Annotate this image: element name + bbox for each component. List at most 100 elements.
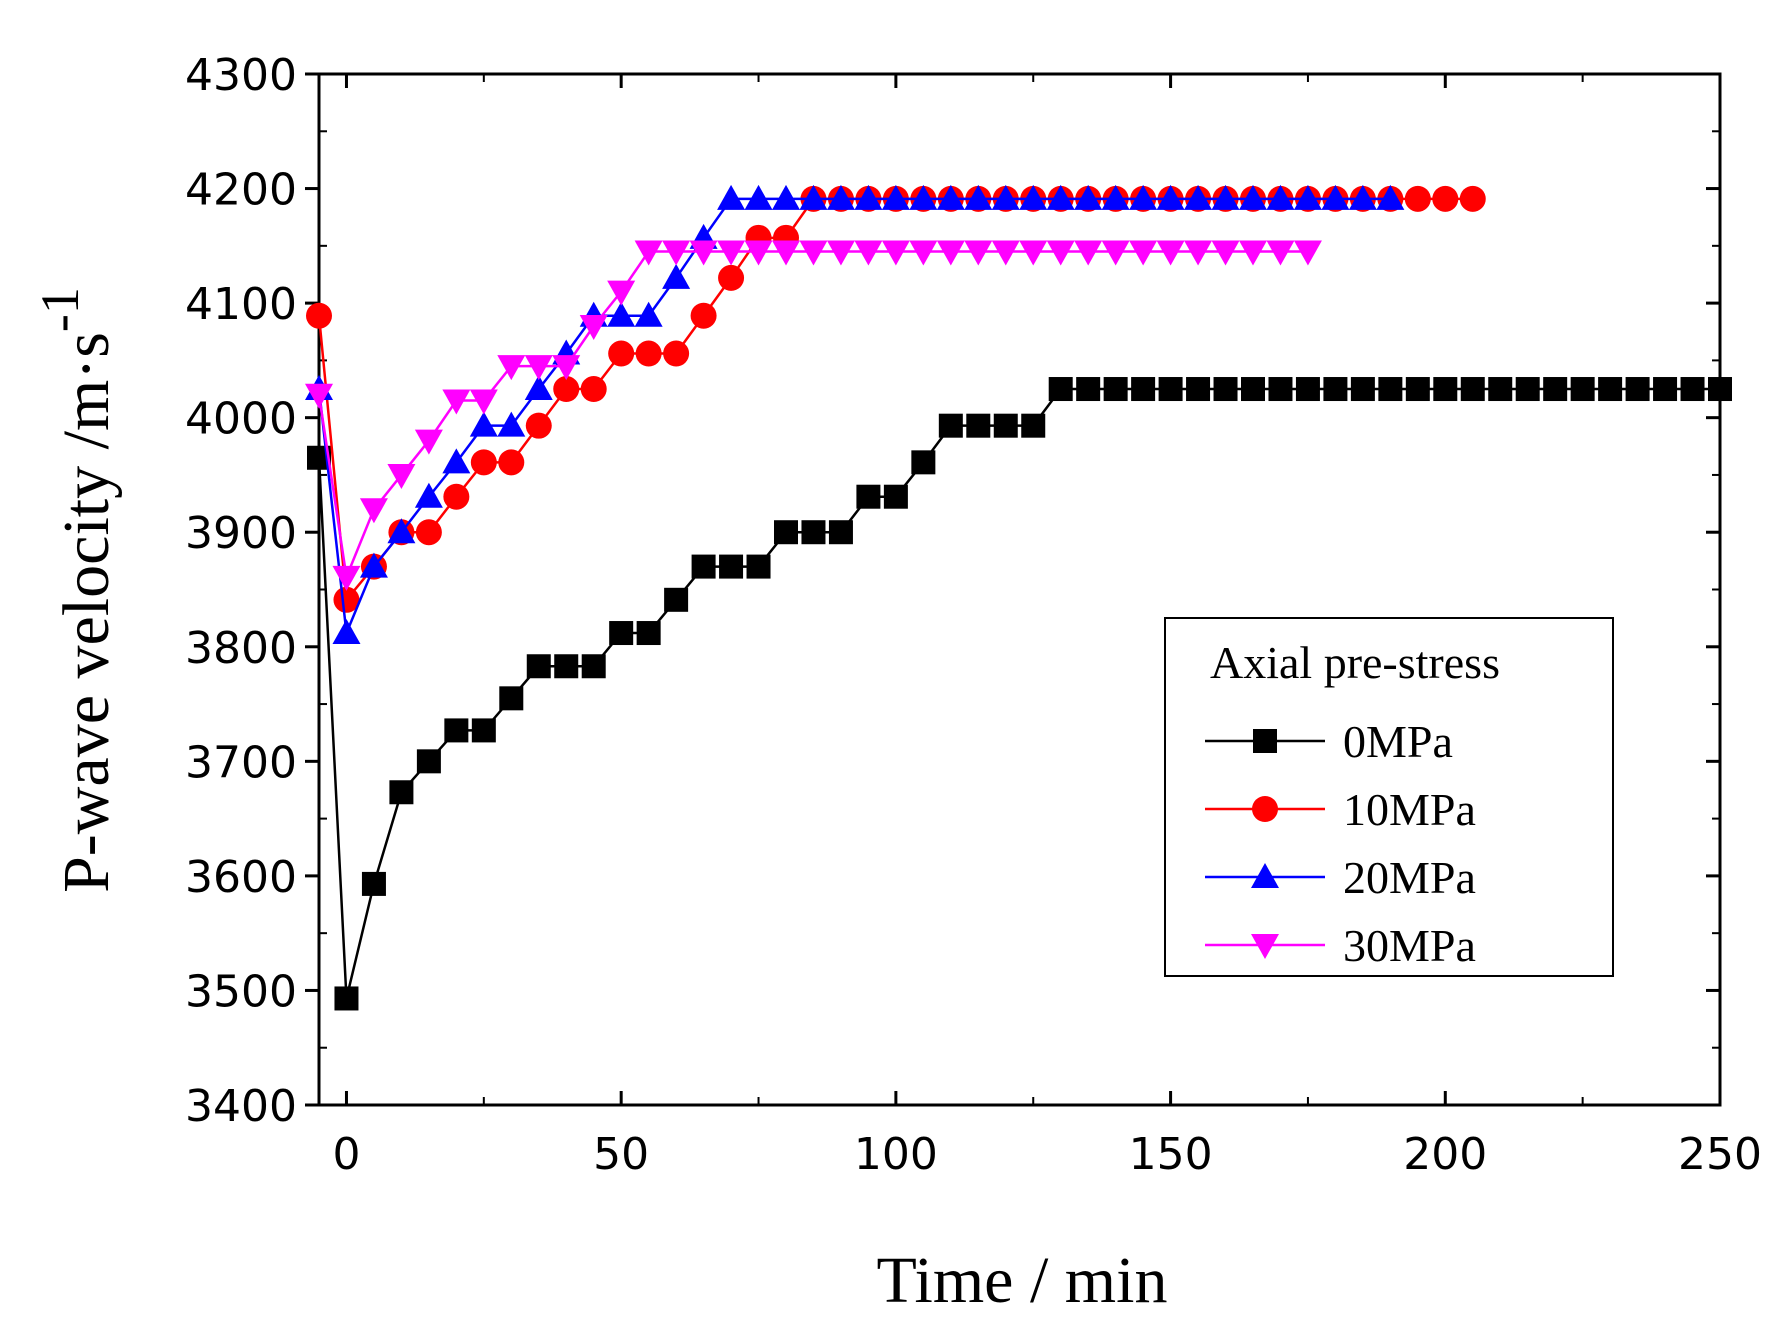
data-point xyxy=(881,184,910,210)
x-tick-label: 150 xyxy=(1129,1129,1213,1180)
y-axis-title-main: P-wave velocity /m·s xyxy=(50,332,123,893)
y-tick-label: 3700 xyxy=(185,737,297,788)
data-point xyxy=(525,412,552,439)
data-point xyxy=(938,413,963,438)
data-point xyxy=(826,184,855,210)
data-point xyxy=(1653,377,1678,402)
data-point xyxy=(497,411,526,437)
data-point xyxy=(1293,184,1322,210)
data-point xyxy=(746,554,771,579)
y-tick-label: 4300 xyxy=(185,50,297,101)
y-tick-label: 3600 xyxy=(185,852,297,903)
x-tick-label: 250 xyxy=(1678,1129,1762,1180)
data-point xyxy=(609,621,634,646)
data-point xyxy=(719,554,744,579)
y-tick-label: 4200 xyxy=(185,165,297,216)
y-axis-title: P-wave velocity /m·s-1 xyxy=(30,287,123,893)
data-point xyxy=(909,240,938,266)
data-point xyxy=(964,184,993,210)
data-point xyxy=(334,986,359,1011)
data-point xyxy=(414,429,443,455)
y-tick-label: 4000 xyxy=(185,394,297,445)
data-point xyxy=(636,621,661,646)
data-point xyxy=(799,240,828,266)
series-layer xyxy=(305,184,1732,1011)
data-point xyxy=(1293,240,1322,266)
data-point xyxy=(526,654,551,679)
data-point xyxy=(361,871,386,896)
data-point xyxy=(664,587,689,612)
data-point xyxy=(1708,377,1732,402)
data-point xyxy=(774,520,798,545)
data-point xyxy=(744,240,773,266)
data-point xyxy=(1268,377,1293,402)
plot-frame xyxy=(317,72,1722,1107)
data-point xyxy=(579,315,608,341)
data-point xyxy=(306,302,332,329)
legend-entry: 10MPa xyxy=(1205,784,1476,835)
data-point xyxy=(772,240,800,266)
data-point xyxy=(1046,184,1075,210)
data-point xyxy=(1211,184,1240,210)
legend-marker xyxy=(1253,729,1277,753)
data-point xyxy=(471,718,496,743)
data-point xyxy=(1459,185,1486,212)
data-point xyxy=(1184,240,1213,266)
tick-labels: 0 50 100 150 200 250 3400 3500 3600 3700 3800 3900 4… xyxy=(185,50,1762,1180)
data-point xyxy=(1101,184,1130,210)
data-point xyxy=(1074,184,1103,210)
legend-label: 0MPa xyxy=(1343,716,1453,767)
data-point xyxy=(415,519,442,546)
data-point xyxy=(1680,377,1705,402)
data-point xyxy=(1211,240,1240,266)
y-tick-label: 4100 xyxy=(185,279,297,330)
data-point xyxy=(1076,377,1101,402)
data-point xyxy=(1213,377,1238,402)
data-point xyxy=(524,375,553,401)
data-point xyxy=(416,749,441,774)
legend-entry: 20MPa xyxy=(1205,852,1476,903)
data-point xyxy=(1074,240,1103,266)
data-point xyxy=(856,484,881,509)
data-point xyxy=(1129,240,1158,266)
data-point xyxy=(387,463,416,489)
data-point xyxy=(580,376,607,403)
data-point xyxy=(717,240,746,266)
data-point xyxy=(718,264,745,291)
data-point xyxy=(1048,377,1073,402)
data-point xyxy=(966,413,991,438)
data-point xyxy=(936,240,965,266)
data-point xyxy=(1598,377,1623,402)
data-point xyxy=(854,184,883,210)
data-point xyxy=(499,686,524,711)
data-point xyxy=(1405,377,1430,402)
x-tick-label: 0 xyxy=(332,1129,360,1180)
legend-marker xyxy=(1251,934,1279,959)
legend-label: 10MPa xyxy=(1343,784,1476,835)
data-point xyxy=(634,240,663,266)
data-point xyxy=(1433,377,1458,402)
data-point xyxy=(1295,377,1320,402)
data-point xyxy=(1266,240,1295,266)
data-point xyxy=(552,355,581,381)
data-point xyxy=(1129,184,1158,210)
x-tick-label: 200 xyxy=(1403,1129,1487,1180)
data-point xyxy=(332,565,361,591)
data-point xyxy=(634,301,663,327)
y-axis-title-superscript: -1 xyxy=(30,287,90,332)
data-point xyxy=(553,376,580,403)
data-point xyxy=(305,383,333,409)
data-point xyxy=(828,520,853,545)
x-axis-title: Time / min xyxy=(877,1244,1168,1317)
data-point xyxy=(1186,377,1211,402)
data-point xyxy=(911,450,936,475)
x-tick-label: 50 xyxy=(593,1129,649,1180)
data-point xyxy=(689,240,718,266)
data-point xyxy=(854,240,883,266)
data-point xyxy=(442,389,471,415)
data-point xyxy=(524,355,553,381)
data-point xyxy=(359,498,388,524)
data-point xyxy=(1543,377,1568,402)
y-axis-title-group: P-wave velocity /m·s-1 xyxy=(30,287,123,893)
